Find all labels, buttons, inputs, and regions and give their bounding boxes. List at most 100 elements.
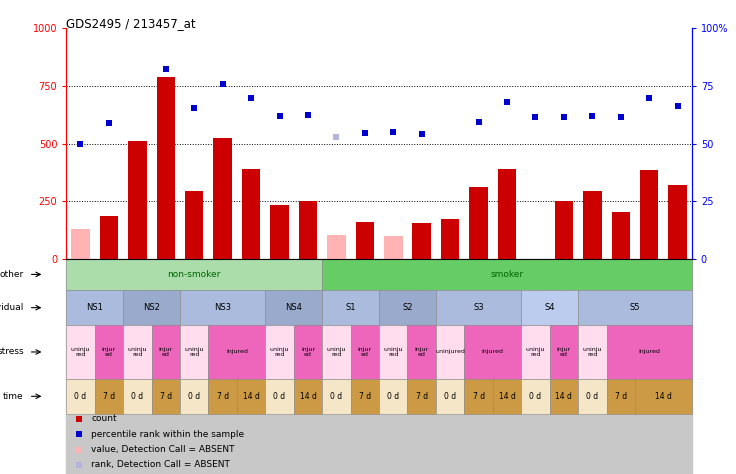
Text: 0 d: 0 d [131, 392, 144, 401]
Bar [350, 325, 379, 379]
Text: injured: injured [226, 349, 248, 355]
Text: NS1: NS1 [86, 303, 103, 312]
Bar [555, 201, 573, 259]
Text: uninjured: uninjured [435, 349, 465, 355]
Text: 0 d: 0 d [387, 392, 400, 401]
Bar [66, 379, 95, 414]
Bar [379, 290, 436, 325]
Text: uninju
red: uninju red [71, 347, 91, 357]
Bar [355, 222, 374, 259]
Text: uninju
red: uninju red [583, 347, 602, 357]
Text: rank, Detection Call = ABSENT: rank, Detection Call = ABSENT [91, 460, 230, 469]
Bar [185, 191, 203, 259]
Text: 0 d: 0 d [330, 392, 342, 401]
Bar [95, 325, 123, 379]
Text: GDS2495 / 213457_at: GDS2495 / 213457_at [66, 17, 196, 29]
Text: stress: stress [0, 347, 24, 356]
Bar [578, 290, 692, 325]
Text: 0 d: 0 d [188, 392, 200, 401]
Text: injur
ed: injur ed [301, 347, 315, 357]
Text: other: other [0, 270, 24, 279]
Bar [66, 325, 95, 379]
Text: 14 d: 14 d [243, 392, 260, 401]
Bar [640, 170, 659, 259]
Text: uninju
red: uninju red [270, 347, 289, 357]
Bar [123, 379, 152, 414]
Text: 0 d: 0 d [74, 392, 87, 401]
Bar [128, 141, 146, 259]
Text: injured: injured [638, 349, 660, 355]
Text: S1: S1 [345, 303, 355, 312]
Bar [379, 325, 408, 379]
Text: percentile rank within the sample: percentile rank within the sample [91, 429, 244, 438]
Text: 14 d: 14 d [556, 392, 573, 401]
Bar [350, 379, 379, 414]
Bar [408, 325, 436, 379]
Text: uninju
red: uninju red [127, 347, 147, 357]
Bar [550, 379, 578, 414]
Bar [208, 325, 265, 379]
Bar [157, 77, 175, 259]
Text: 7 d: 7 d [216, 392, 229, 401]
Text: injur
ed: injur ed [358, 347, 372, 357]
Bar [180, 290, 265, 325]
Bar [498, 169, 516, 259]
Text: uninju
red: uninju red [327, 347, 346, 357]
Bar [578, 379, 606, 414]
Text: injur
ed: injur ed [102, 347, 116, 357]
Text: 7 d: 7 d [358, 392, 371, 401]
Bar [379, 379, 408, 414]
Bar [635, 379, 692, 414]
Bar [578, 325, 606, 379]
Text: 0 d: 0 d [587, 392, 598, 401]
Bar [242, 169, 261, 259]
Text: smoker: smoker [490, 270, 523, 279]
Bar [606, 379, 635, 414]
Bar [327, 235, 346, 259]
Text: injur
ed: injur ed [557, 347, 571, 357]
Bar [270, 205, 289, 259]
Bar [408, 379, 436, 414]
Bar [71, 229, 90, 259]
Text: 7 d: 7 d [103, 392, 115, 401]
Bar [123, 325, 152, 379]
Text: S5: S5 [630, 303, 640, 312]
Bar [265, 325, 294, 379]
Bar [493, 379, 521, 414]
Bar [436, 325, 464, 379]
Bar [322, 325, 350, 379]
Bar [152, 325, 180, 379]
Bar [180, 379, 208, 414]
Text: 14 d: 14 d [498, 392, 515, 401]
Text: injured: injured [482, 349, 503, 355]
Bar [180, 325, 208, 379]
Text: 7 d: 7 d [416, 392, 428, 401]
Text: uninju
red: uninju red [383, 347, 403, 357]
Bar [265, 290, 322, 325]
Text: uninju
red: uninju red [526, 347, 545, 357]
Bar [208, 379, 237, 414]
Bar [265, 379, 294, 414]
Bar [384, 236, 403, 259]
Text: 7 d: 7 d [160, 392, 171, 401]
Bar [436, 290, 521, 325]
Text: 0 d: 0 d [444, 392, 456, 401]
Bar [441, 219, 459, 259]
Bar [237, 379, 265, 414]
Bar [66, 259, 692, 474]
Bar [521, 290, 578, 325]
Bar [299, 201, 317, 259]
Bar [99, 216, 118, 259]
Bar [436, 379, 464, 414]
Bar [470, 187, 488, 259]
Text: 0 d: 0 d [274, 392, 286, 401]
Bar [322, 379, 350, 414]
Text: injur
ed: injur ed [414, 347, 429, 357]
Text: NS2: NS2 [143, 303, 160, 312]
Text: individual: individual [0, 303, 24, 312]
Text: S3: S3 [473, 303, 484, 312]
Text: NS3: NS3 [214, 303, 231, 312]
Text: NS4: NS4 [286, 303, 302, 312]
Text: 7 d: 7 d [615, 392, 627, 401]
Text: 14 d: 14 d [655, 392, 672, 401]
